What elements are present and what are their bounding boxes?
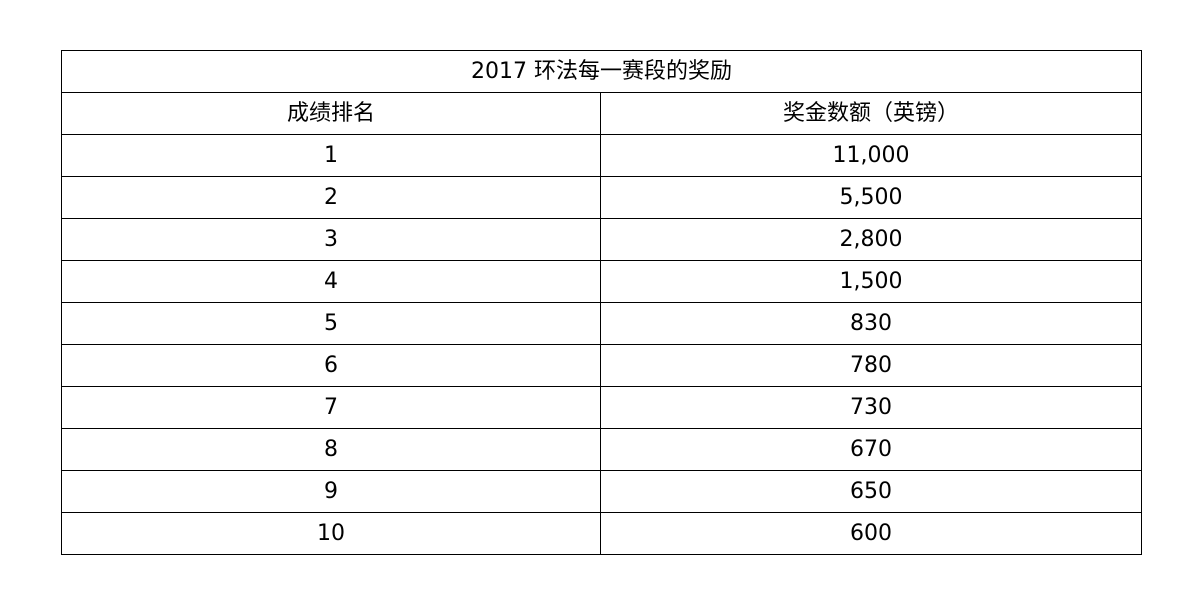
rank-cell: 10 <box>61 512 601 555</box>
table-row: 6 780 <box>61 344 1143 387</box>
prize-table: 2017 环法每一赛段的奖励 成绩排名 奖金数额（英镑） 1 11,000 2 … <box>60 50 1143 555</box>
prize-cell: 730 <box>599 386 1143 429</box>
prize-cell: 11,000 <box>599 134 1143 177</box>
rank-cell: 8 <box>61 428 601 471</box>
rank-cell: 6 <box>61 344 601 387</box>
prize-cell: 600 <box>599 512 1143 555</box>
rank-cell: 2 <box>61 176 601 219</box>
table-row: 9 650 <box>61 470 1143 513</box>
table-header-row: 成绩排名 奖金数额（英镑） <box>61 92 1143 135</box>
prize-cell: 780 <box>599 344 1143 387</box>
prize-cell: 5,500 <box>599 176 1143 219</box>
rank-cell: 4 <box>61 260 601 303</box>
table-row: 2 5,500 <box>61 176 1143 219</box>
header-prize: 奖金数额（英镑） <box>599 92 1143 135</box>
rank-cell: 3 <box>61 218 601 261</box>
table-title-row: 2017 环法每一赛段的奖励 <box>60 50 1143 93</box>
table-row: 8 670 <box>61 428 1143 471</box>
table-row: 4 1,500 <box>61 260 1143 303</box>
prize-cell: 670 <box>599 428 1143 471</box>
rank-cell: 9 <box>61 470 601 513</box>
rank-cell: 7 <box>61 386 601 429</box>
table-row: 3 2,800 <box>61 218 1143 261</box>
table-row: 5 830 <box>61 302 1143 345</box>
table-title: 2017 环法每一赛段的奖励 <box>60 50 1143 93</box>
prize-cell: 2,800 <box>599 218 1143 261</box>
prize-cell: 1,500 <box>599 260 1143 303</box>
rank-cell: 1 <box>61 134 601 177</box>
prize-cell: 830 <box>599 302 1143 345</box>
table-row: 7 730 <box>61 386 1143 429</box>
prize-cell: 650 <box>599 470 1143 513</box>
table-row: 1 11,000 <box>61 134 1143 177</box>
rank-cell: 5 <box>61 302 601 345</box>
table-row: 10 600 <box>61 512 1143 555</box>
header-rank: 成绩排名 <box>61 92 601 135</box>
